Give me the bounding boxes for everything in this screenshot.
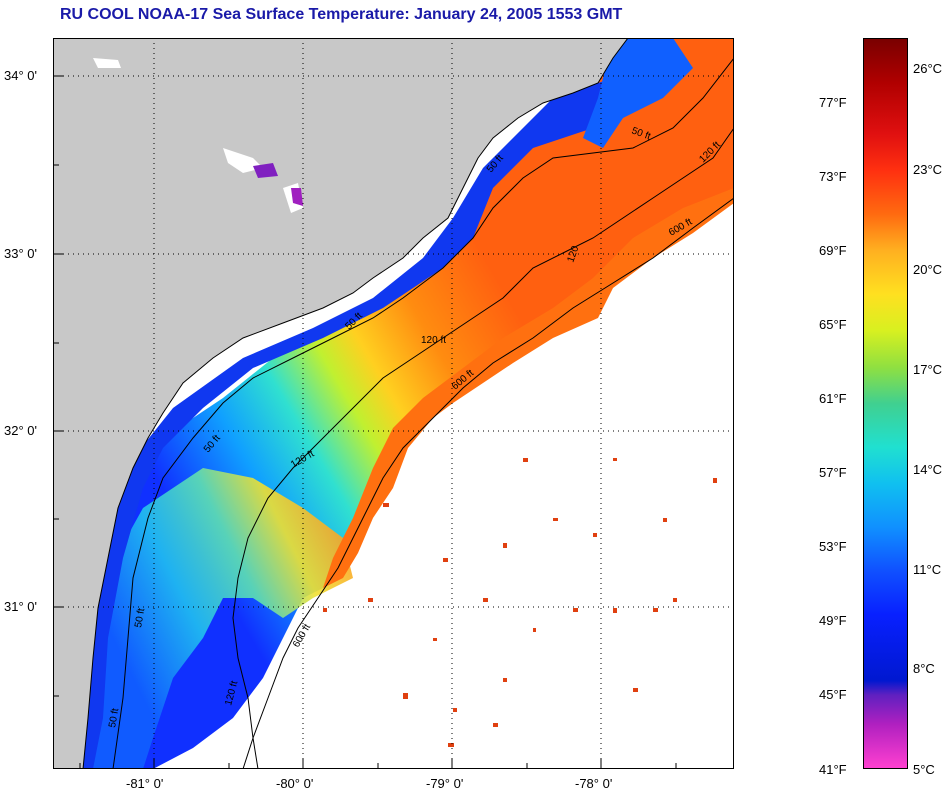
lon-label: -80° 0' (276, 776, 314, 791)
map-title: RU COOL NOAA-17 Sea Surface Temperature:… (60, 6, 623, 23)
lat-label: 33° 0' (4, 246, 37, 261)
contour-label: 120 ft (421, 335, 446, 346)
inland-purple-patch-2 (291, 188, 303, 206)
colorbar-f-label: 57°F (819, 465, 847, 480)
colorbar-c-label: 8°C (913, 661, 935, 676)
lon-label: -79° 0' (426, 776, 464, 791)
contour-50ft (112, 57, 735, 770)
sst-field-south (93, 468, 353, 769)
contour-label: 50 ft (107, 707, 121, 728)
colorbar-f-label: 49°F (819, 613, 847, 628)
inland-water-patch-3 (93, 58, 121, 68)
colorbar-c-label: 14°C (913, 462, 943, 477)
graticule (53, 38, 734, 769)
lon-label: -81° 0' (126, 776, 164, 791)
inland-purple-patch (253, 163, 278, 178)
colorbar-c-label: 17°C (913, 362, 943, 377)
map-frame (53, 38, 734, 769)
colorbar-f-label: 65°F (819, 317, 847, 332)
lat-label: 34° 0' (4, 68, 37, 83)
north-cold-patch (583, 38, 693, 148)
colorbar-c-label: 11°C (913, 562, 942, 577)
colorbar-f-label: 77°F (819, 95, 847, 110)
lat-label: 32° 0' (4, 423, 37, 438)
lat-label: 31° 0' (4, 599, 37, 614)
lon-label: -78° 0' (575, 776, 613, 791)
colorbar-f-label: 53°F (819, 539, 847, 554)
colorbar-c-label: 5°C (913, 762, 935, 777)
contour-label: 50 ft (133, 607, 147, 628)
axis-ticks (53, 75, 677, 769)
colorbar-c-label: 23°C (913, 162, 943, 177)
colorbar-f-label: 45°F (819, 687, 847, 702)
land-mass (53, 38, 628, 769)
colorbar-f-label: 41°F (819, 762, 847, 777)
contour-120ft (232, 127, 735, 770)
contour-600ft (242, 197, 735, 770)
scattered-warm-pixels (323, 458, 717, 747)
colorbar-f-label: 69°F (819, 243, 847, 258)
colorbar-f-label: 73°F (819, 169, 847, 184)
colorbar-c-label: 26°C (913, 61, 943, 76)
temperature-colorbar (863, 38, 908, 769)
colorbar-f-label: 61°F (819, 391, 847, 406)
sst-map-svg: 50 ft 50 ft 50 ft 50 ft 50 ft 120 ft 120… (53, 37, 735, 770)
sst-map[interactable]: 50 ft 50 ft 50 ft 50 ft 50 ft 120 ft 120… (53, 37, 735, 770)
inland-water-patch (223, 148, 263, 173)
coastline (82, 37, 629, 770)
colorbar-c-label: 20°C (913, 262, 943, 277)
